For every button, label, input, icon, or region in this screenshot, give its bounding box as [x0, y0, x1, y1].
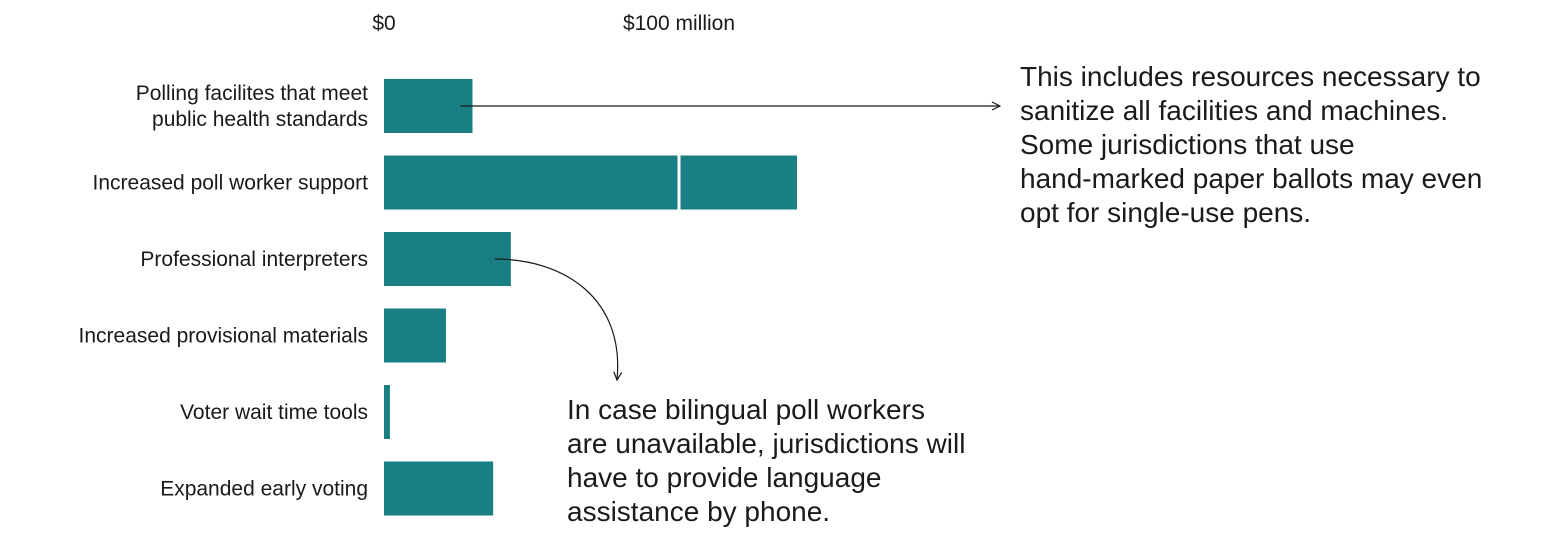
- bar: [384, 232, 511, 286]
- annotation-line: Some jurisdictions that use: [1020, 129, 1355, 160]
- category-label: Expanded early voting: [160, 478, 368, 501]
- bar: [384, 461, 494, 516]
- annotation-line: assistance by phone.: [567, 496, 831, 527]
- category-label: Polling facilites that meet: [136, 82, 368, 105]
- annotation-line: In case bilingual poll workers: [567, 394, 925, 425]
- annotation-line: have to provide language: [567, 462, 882, 493]
- bar: [679, 155, 797, 210]
- category-label: Increased provisional materials: [79, 325, 368, 348]
- x-tick-label: $0: [372, 12, 395, 35]
- category-label: Increased poll worker support: [93, 172, 369, 195]
- annotation-interpreter-note: In case bilingual poll workers are unava…: [567, 393, 965, 529]
- annotation-line: opt for single-use pens.: [1020, 197, 1312, 228]
- annotation-arrow: [494, 258, 618, 380]
- annotation-line: sanitize all facilities and machines.: [1020, 95, 1448, 126]
- bar: [384, 385, 390, 439]
- bar: [384, 155, 679, 210]
- annotation-sanitize-note: This includes resources necessary to san…: [1020, 60, 1482, 230]
- x-tick-label: $100 million: [623, 12, 735, 35]
- category-labels: Polling facilites that meet public health…: [79, 82, 369, 501]
- x-axis-ticks: $0 $100 million: [372, 12, 735, 35]
- annotation-line: This includes resources necessary to: [1020, 61, 1481, 92]
- category-label: Professional interpreters: [140, 248, 368, 271]
- category-label: public health standards: [152, 108, 368, 131]
- annotation-connectors: [460, 106, 1001, 380]
- category-label: Voter wait time tools: [180, 401, 368, 424]
- bar: [384, 308, 446, 363]
- bars: [384, 79, 797, 516]
- annotation-line: hand-marked paper ballots may even: [1020, 163, 1483, 194]
- bar: [384, 79, 473, 133]
- annotation-line: are unavailable, jurisdictions will: [567, 428, 966, 459]
